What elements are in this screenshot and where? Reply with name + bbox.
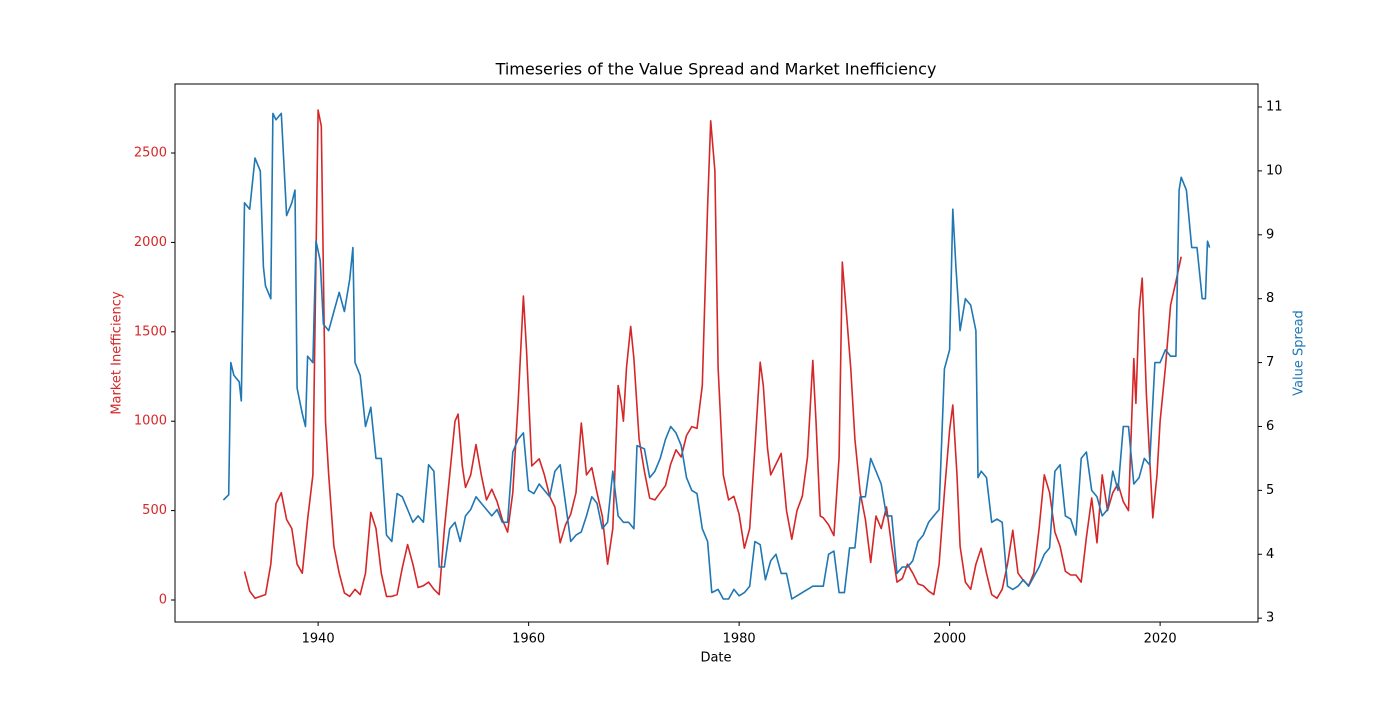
y2-tick-label: 10 (1266, 163, 1283, 178)
line-series (243, 109, 1182, 599)
line-series (222, 112, 1211, 600)
y2-tick-label: 9 (1266, 227, 1274, 242)
y-tick-label: 2500 (134, 146, 167, 161)
y-tick-label: 2000 (134, 235, 167, 250)
x-tick-label: 2000 (933, 632, 966, 647)
y-tick-label: 1000 (134, 414, 167, 429)
y2-tick-label: 6 (1266, 419, 1274, 434)
y2-tick-label: 3 (1266, 611, 1274, 626)
y-tick-label: 1500 (134, 324, 167, 339)
y2-tick-label: 8 (1266, 291, 1274, 306)
y-axis-label: Market Inefficiency (110, 291, 125, 415)
chart-title: Timeseries of the Value Spread and Marke… (495, 60, 937, 79)
x-tick-label: 1960 (512, 632, 545, 647)
y2-tick-label: 7 (1266, 355, 1274, 370)
y2-tick-label: 11 (1266, 100, 1283, 115)
y-tick-label: 500 (142, 503, 167, 518)
plot-frame (174, 83, 1259, 623)
y2-tick-label: 5 (1266, 483, 1274, 498)
y-tick-label: 0 (159, 593, 167, 608)
x-axis-label: Date (700, 651, 731, 666)
y2-tick-label: 4 (1266, 547, 1274, 562)
x-tick-label: 2020 (1144, 632, 1177, 647)
y2-axis-label: Value Spread (1292, 310, 1307, 396)
x-tick-label: 1980 (723, 632, 756, 647)
x-tick-label: 1940 (302, 632, 335, 647)
